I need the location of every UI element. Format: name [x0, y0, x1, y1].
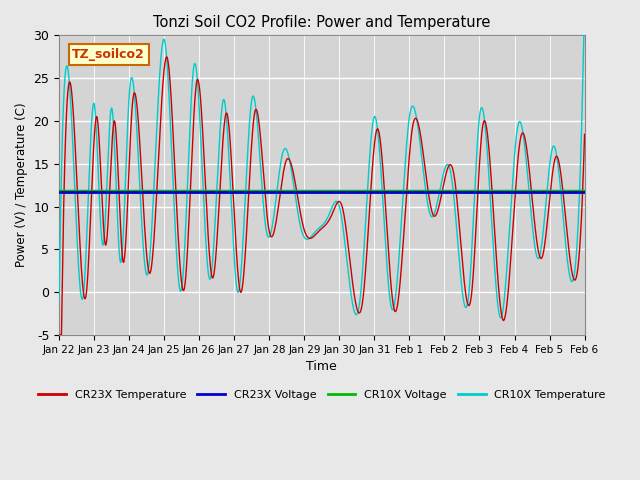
Text: TZ_soilco2: TZ_soilco2 — [72, 48, 145, 61]
Legend: CR23X Temperature, CR23X Voltage, CR10X Voltage, CR10X Temperature: CR23X Temperature, CR23X Voltage, CR10X … — [33, 385, 611, 404]
Title: Tonzi Soil CO2 Profile: Power and Temperature: Tonzi Soil CO2 Profile: Power and Temper… — [153, 15, 490, 30]
X-axis label: Time: Time — [307, 360, 337, 373]
Y-axis label: Power (V) / Temperature (C): Power (V) / Temperature (C) — [15, 103, 28, 267]
